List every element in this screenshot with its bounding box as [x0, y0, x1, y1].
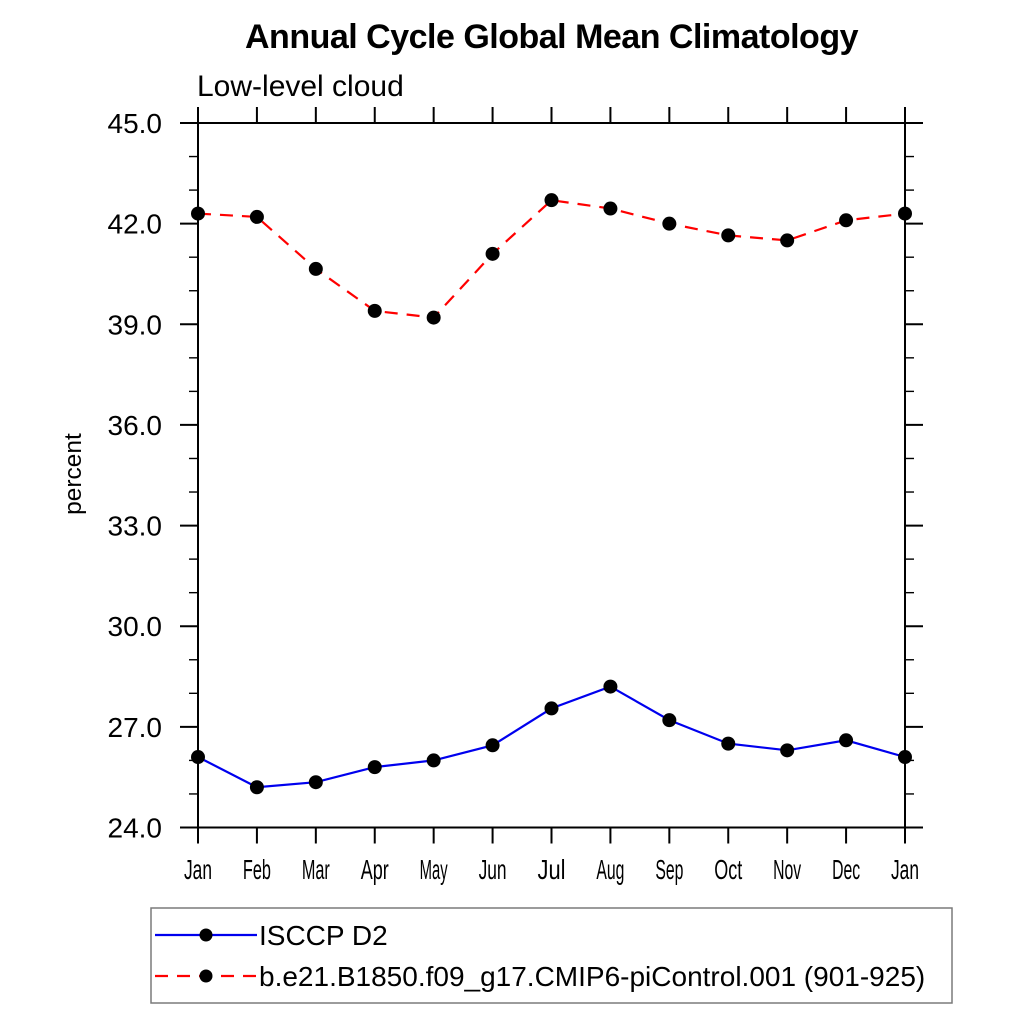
x-tick-label: Dec [832, 854, 860, 885]
x-tick-label: Feb [243, 854, 271, 885]
y-tick-label: 42.0 [108, 209, 163, 240]
x-tick-label: Mar [302, 854, 330, 885]
legend-marker-isccp [199, 928, 213, 942]
data-point-0-Sep [662, 713, 677, 728]
axes: Jan Feb Mar Apr May Jun Jul Aug Sep Oct Nov Dec Jan 2… [108, 107, 923, 885]
data-point-0-May [426, 753, 441, 768]
legend-marker-model [199, 969, 213, 983]
data-point-1-Jan [898, 206, 912, 221]
legend-label-isccp: ISCCP D2 [259, 920, 388, 951]
y-tick-label: 27.0 [108, 712, 163, 743]
x-tick-label: Jan [891, 854, 919, 885]
data-point-1-Oct [721, 228, 736, 243]
x-tick-label: Nov [773, 854, 801, 885]
legend-box [150, 907, 953, 1004]
y-tick-label: 45.0 [108, 108, 163, 139]
x-tick-label: May [420, 854, 448, 885]
data-point-0-Jan [898, 750, 912, 765]
data-point-1-Jun [485, 246, 500, 261]
legend-label-model: b.e21.B1850.f09_g17.CMIP6-piControl.001 … [259, 961, 925, 992]
data-point-1-Jul [544, 193, 559, 208]
data-point-0-Dec [839, 733, 854, 748]
y-tick-label: 33.0 [108, 511, 163, 542]
x-tick-label: Oct [714, 854, 742, 885]
data-point-1-Nov [780, 233, 795, 248]
x-tick-label: Jan [184, 854, 212, 885]
data-point-1-May [426, 310, 441, 325]
data-point-0-Mar [308, 775, 323, 790]
data-point-0-Jun [485, 738, 500, 753]
x-tick-label: Jul [538, 854, 566, 885]
plot-frame [197, 122, 906, 829]
data-series [191, 193, 912, 795]
legend: ISCCP D2 b.e21.B1850.f09_g17.CMIP6-piCon… [150, 907, 953, 1004]
series-line-1 [197, 199, 906, 319]
y-tick-label: 24.0 [108, 813, 163, 844]
x-tick-label: Sep [655, 854, 683, 885]
data-point-0-Jul [544, 701, 559, 716]
chart-subtitle: Low-level cloud [197, 70, 404, 103]
data-point-1-Apr [367, 303, 382, 318]
data-point-1-Aug [603, 201, 618, 216]
data-point-0-Apr [367, 760, 382, 775]
y-tick-label: 39.0 [108, 309, 163, 340]
x-tick-label: Apr [361, 854, 389, 885]
chart-title: Annual Cycle Global Mean Climatology [245, 18, 859, 56]
y-tick-label: 36.0 [108, 410, 163, 441]
data-point-0-Feb [249, 780, 264, 795]
x-tick-label: Jun [479, 854, 507, 885]
x-tick-label: Aug [596, 854, 624, 885]
data-point-1-Jan [191, 206, 205, 221]
data-point-0-Nov [780, 743, 795, 758]
data-point-0-Jan [191, 750, 205, 765]
data-point-0-Aug [603, 679, 618, 694]
y-tick-label: 30.0 [108, 611, 163, 642]
data-point-1-Sep [662, 216, 677, 231]
data-point-1-Dec [839, 213, 854, 228]
y-axis-label: percent [60, 433, 87, 515]
data-point-1-Mar [308, 261, 323, 276]
data-point-0-Oct [721, 736, 736, 751]
data-point-1-Feb [249, 209, 264, 224]
